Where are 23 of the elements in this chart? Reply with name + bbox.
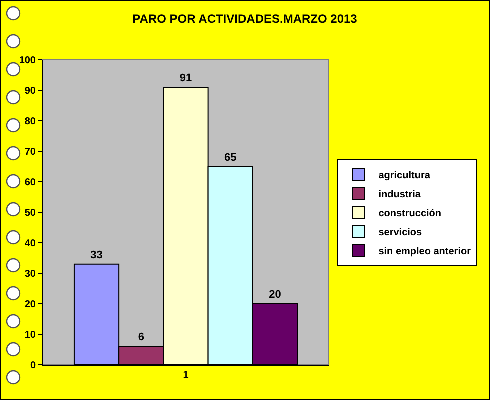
y-tick-label: 50 — [24, 208, 36, 219]
data-label: 6 — [138, 332, 144, 344]
legend-label: agricultura — [378, 170, 431, 182]
data-label: 33 — [90, 249, 103, 262]
legend-label: servicios — [378, 227, 423, 238]
y-tick-label: 0 — [30, 360, 36, 372]
data-label: 91 — [180, 72, 192, 84]
y-tick-label: 20 — [24, 300, 36, 310]
y-tick-label: 70 — [24, 147, 36, 158]
y-tick-label: 90 — [24, 86, 36, 97]
x-tick-label: 1 — [183, 370, 190, 381]
legend-label: construcción — [378, 208, 442, 220]
y-tick-label: 100 — [19, 56, 36, 66]
y-tick-label: 10 — [24, 330, 36, 341]
legend-label: sin empleo anterior — [378, 246, 472, 258]
y-tick-label: 40 — [24, 238, 36, 250]
y-tick-label: 80 — [24, 116, 36, 128]
data-label: 20 — [269, 289, 282, 301]
legend-label: industria — [378, 189, 422, 200]
data-label: 65 — [224, 152, 237, 164]
y-tick-label: 30 — [24, 269, 36, 280]
y-tick-label: 60 — [24, 178, 36, 188]
chart-title: PARO POR ACTIVIDADES.MARZO 2013 — [132, 12, 358, 26]
